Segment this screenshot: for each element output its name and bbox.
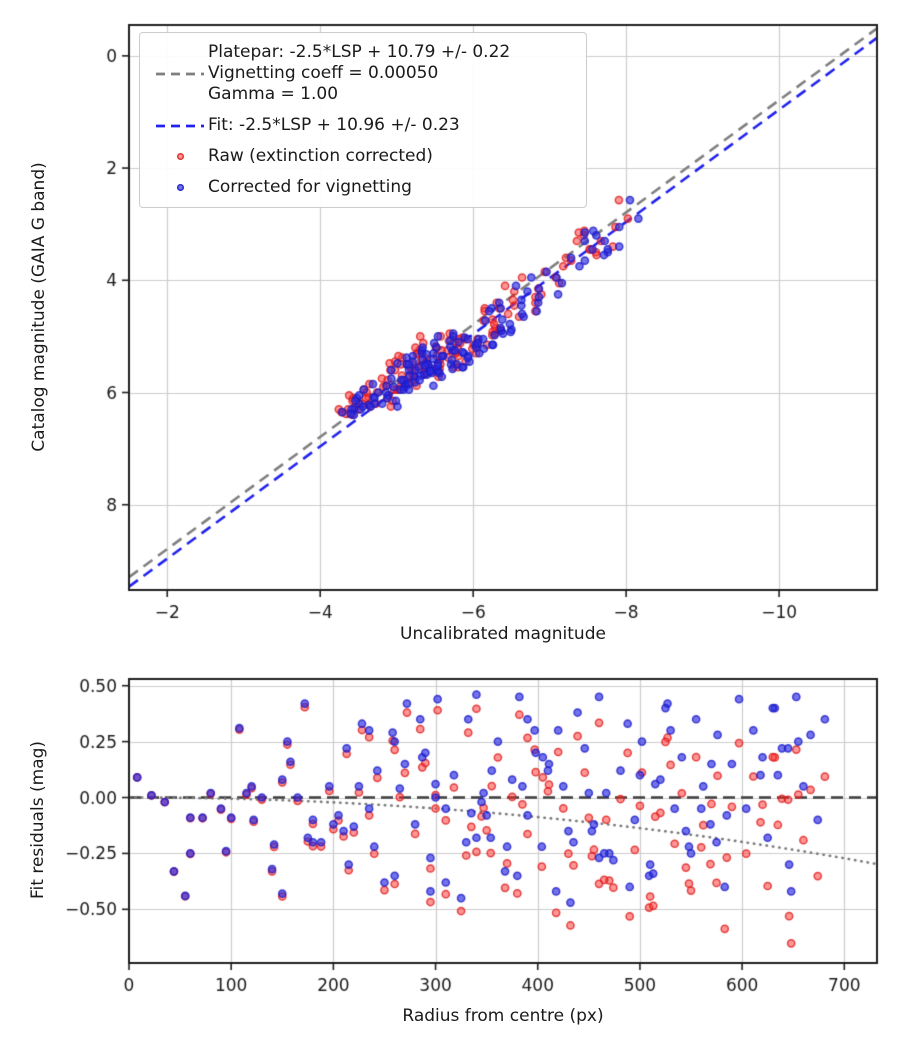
- legend-platepar-label: Platepar: -2.5*LSP + 10.79 +/- 0.22 Vign…: [208, 42, 511, 104]
- raw-dot-swatch: [152, 153, 208, 160]
- legend-entry-corrected: Corrected for vignetting: [152, 177, 574, 198]
- legend: Platepar: -2.5*LSP + 10.79 +/- 0.22 Vign…: [139, 32, 587, 208]
- legend-entry-fit: Fit: -2.5*LSP + 10.96 +/- 0.23: [152, 115, 574, 136]
- bottom-xaxis-label: Radius from centre (px): [402, 1006, 604, 1026]
- legend-entry-platepar: Platepar: -2.5*LSP + 10.79 +/- 0.22 Vign…: [152, 42, 574, 105]
- platepar-dashed-line-swatch: [152, 71, 208, 77]
- top-yaxis-label: Catalog magnitude (GAIA G band): [29, 162, 49, 452]
- legend-entry-raw: Raw (extinction corrected): [152, 146, 574, 167]
- top-xaxis-label: Uncalibrated magnitude: [400, 624, 606, 644]
- bottom-yaxis-label: Fit residuals (mag): [28, 741, 48, 899]
- legend-corrected-label: Corrected for vignetting: [208, 177, 412, 197]
- legend-raw-label: Raw (extinction corrected): [208, 146, 433, 166]
- corrected-dot-swatch: [152, 184, 208, 191]
- legend-fit-label: Fit: -2.5*LSP + 10.96 +/- 0.23: [208, 115, 460, 135]
- fit-dashed-line-swatch: [152, 123, 208, 129]
